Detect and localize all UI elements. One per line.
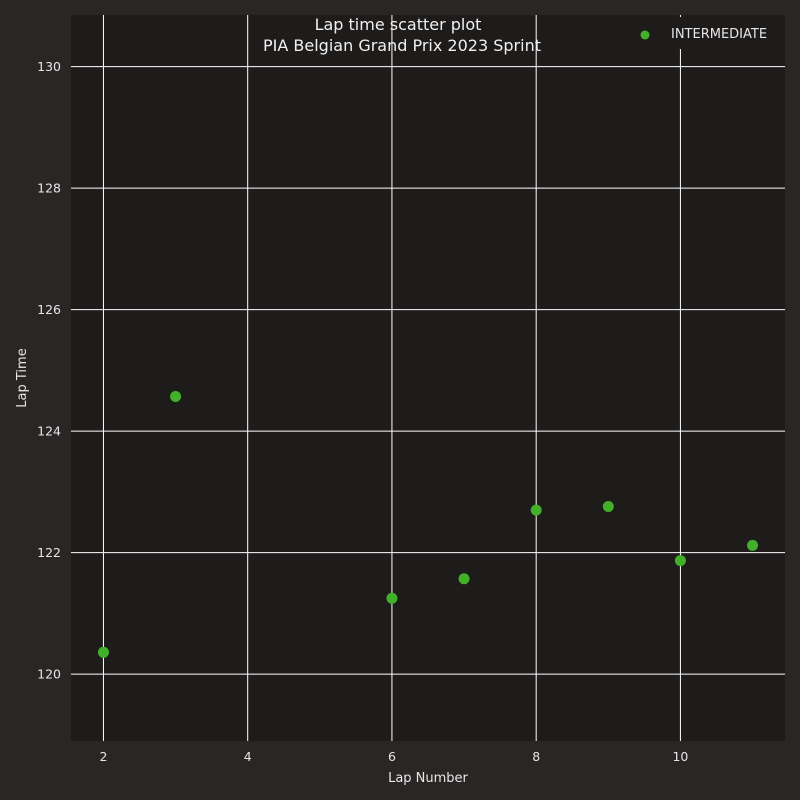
y-tick-labels: 120 122 124 126 128 130 — [37, 59, 61, 682]
x-tick-label-6: 6 — [388, 749, 396, 764]
x-tick-label-4: 4 — [244, 749, 252, 764]
y-tick-label-128: 128 — [37, 181, 61, 196]
legend-box — [626, 17, 784, 49]
data-points — [97, 391, 759, 658]
x-tick-label-8: 8 — [532, 749, 540, 764]
chart-subtitle: PIA Belgian Grand Prix 2023 Sprint — [263, 36, 541, 55]
x-tick-label-2: 2 — [99, 749, 107, 764]
y-axis-label: Lap Time — [15, 348, 30, 407]
legend-marker-intermediate — [640, 30, 650, 40]
y-tick-label-122: 122 — [37, 545, 61, 560]
grid-lines — [71, 15, 785, 741]
data-point-lap-10 — [674, 555, 686, 567]
y-tick-label-126: 126 — [37, 302, 61, 317]
data-point-lap-8 — [530, 504, 542, 516]
x-tick-labels: 2 4 6 8 10 — [99, 749, 688, 764]
data-point-lap-7 — [458, 573, 470, 585]
data-point-lap-3 — [170, 391, 182, 403]
data-point-lap-2 — [97, 646, 109, 658]
x-axis-label: Lap Number — [388, 771, 468, 786]
x-tick-label-10: 10 — [672, 749, 688, 764]
y-tick-label-120: 120 — [37, 667, 61, 682]
data-point-lap-9 — [602, 500, 614, 512]
legend-label-intermediate: INTERMEDIATE — [671, 27, 767, 42]
legend: INTERMEDIATE — [626, 17, 784, 49]
chart-title: Lap time scatter plot — [315, 15, 482, 34]
y-tick-label-130: 130 — [37, 59, 61, 74]
data-point-lap-6 — [386, 592, 398, 604]
y-tick-label-124: 124 — [37, 424, 61, 439]
plot-area — [71, 15, 785, 741]
data-point-lap-11 — [747, 539, 759, 551]
